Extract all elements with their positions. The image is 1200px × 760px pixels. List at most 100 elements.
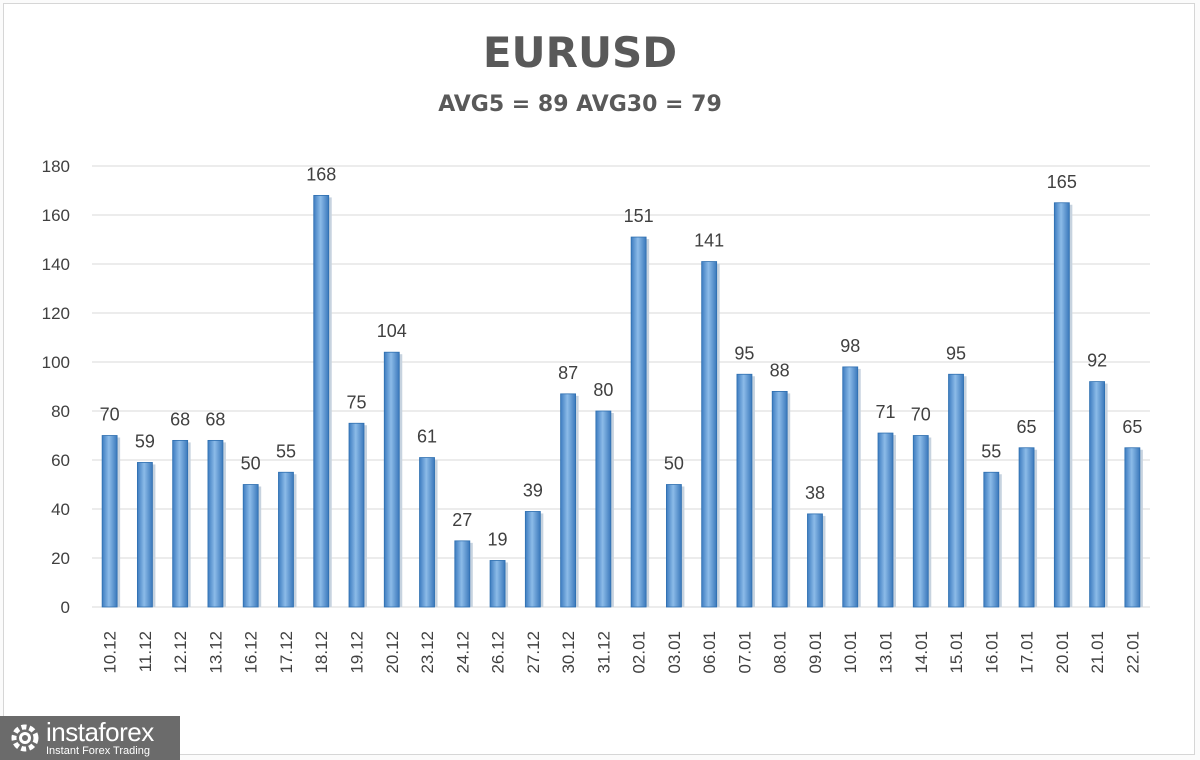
bar-11.12 (136, 462, 153, 608)
x-tick-label: 10.12 (101, 631, 120, 674)
data-label: 27 (452, 510, 472, 530)
data-label: 98 (840, 336, 860, 356)
bar-27.12 (524, 511, 541, 608)
x-tick-label: 30.12 (559, 631, 578, 674)
data-label: 55 (981, 441, 1001, 461)
bar-14.01 (912, 435, 929, 608)
y-tick-label: 20 (51, 549, 70, 568)
bars (101, 194, 1143, 608)
data-label: 59 (135, 431, 155, 451)
x-tick-label: 08.01 (771, 631, 790, 674)
y-tick-label: 40 (51, 500, 70, 519)
y-tick-label: 160 (42, 206, 70, 225)
x-tick-label: 20.01 (1053, 631, 1072, 674)
x-tick-label: 13.01 (877, 631, 896, 674)
data-label: 65 (1017, 417, 1037, 437)
bar-15.01 (948, 373, 964, 608)
x-tick-label: 27.12 (524, 631, 543, 674)
bar-19.12 (348, 422, 365, 608)
x-tick-label: 24.12 (453, 631, 472, 674)
gridlines (92, 165, 1150, 608)
x-tick-label: 09.01 (806, 631, 825, 674)
chart-title: EURUSD (483, 28, 677, 77)
bar-16.01 (983, 471, 1000, 608)
logo-name: instaforex (46, 717, 154, 747)
data-label: 75 (346, 392, 366, 412)
bar-20.12 (383, 351, 400, 608)
x-tick-label: 22.01 (1123, 631, 1142, 674)
x-tick-label: 26.12 (489, 631, 508, 674)
bar-02.01 (630, 236, 647, 608)
y-tick-label: 120 (42, 304, 70, 323)
x-tick-label: 17.12 (277, 631, 296, 674)
bar-10.12 (101, 435, 118, 608)
x-tick-label: 02.01 (630, 631, 649, 674)
data-label: 95 (734, 343, 754, 363)
x-axis: 10.12 11.12 12.12 13.12 16.12 17.12 18.12 19.12… (101, 631, 1143, 674)
data-label: 68 (170, 409, 190, 429)
y-tick-label: 0 (61, 598, 70, 617)
x-tick-label: 15.01 (947, 631, 966, 674)
data-label: 65 (1122, 417, 1142, 437)
data-label: 70 (100, 405, 120, 425)
instaforex-logo: instaforex Instant Forex Trading (0, 716, 180, 760)
bar-20.01 (1053, 202, 1070, 608)
bar-18.12 (313, 194, 330, 608)
data-label: 68 (205, 409, 225, 429)
data-label: 61 (417, 427, 437, 447)
bar-23.12 (419, 457, 435, 608)
y-tick-label: 80 (51, 402, 70, 421)
data-label: 50 (664, 454, 684, 474)
bar-21.01 (1089, 381, 1105, 608)
x-tick-label: 31.12 (594, 631, 613, 674)
bar-13.12 (207, 439, 224, 608)
logo-tagline: Instant Forex Trading (46, 745, 150, 757)
bar-08.01 (771, 390, 788, 608)
data-label: 38 (805, 483, 825, 503)
x-tick-label: 18.12 (312, 631, 331, 674)
bar-16.12 (242, 484, 259, 608)
chart-subtitle: AVG5 = 89 AVG30 = 79 (438, 92, 722, 117)
bar-17.01 (1018, 447, 1035, 608)
data-label: 55 (276, 441, 296, 461)
x-tick-label: 19.12 (348, 631, 367, 674)
bar-30.12 (560, 393, 576, 608)
x-tick-label: 23.12 (418, 631, 437, 674)
x-tick-label: 20.12 (383, 631, 402, 674)
y-tick-label: 180 (42, 157, 70, 176)
x-tick-label: 16.12 (242, 631, 261, 674)
x-tick-label: 16.01 (982, 631, 1001, 674)
x-tick-label: 21.01 (1088, 631, 1107, 674)
bar-10.01 (842, 366, 859, 608)
bar-13.01 (877, 432, 894, 608)
data-label: 19 (488, 529, 508, 549)
chart-frame (3, 3, 1195, 755)
data-labels: 70 59 68 68 50 55 168 75 104 61 27 19 39 87 80 151 50 141… (100, 164, 1143, 549)
y-tick-label: 60 (51, 451, 70, 470)
bar-03.01 (666, 484, 682, 608)
data-label: 88 (770, 360, 790, 380)
data-label: 80 (593, 380, 613, 400)
x-tick-label: 06.01 (700, 631, 719, 674)
bar-07.01 (736, 373, 753, 608)
bar-26.12 (489, 560, 506, 608)
data-label: 95 (946, 343, 966, 363)
data-label: 92 (1087, 351, 1107, 371)
x-tick-label: 12.12 (171, 631, 190, 674)
x-tick-label: 14.01 (912, 631, 931, 674)
x-tick-label: 03.01 (665, 631, 684, 674)
data-label: 70 (911, 405, 931, 425)
data-label: 165 (1047, 172, 1077, 192)
gear-icon (11, 724, 39, 752)
bar-06.01 (701, 261, 718, 608)
y-tick-label: 100 (42, 353, 70, 372)
bar-12.12 (172, 439, 189, 608)
bar-22.01 (1124, 447, 1141, 608)
y-tick-label: 140 (42, 255, 70, 274)
data-label: 104 (377, 321, 407, 341)
x-tick-label: 13.12 (206, 631, 225, 674)
data-label: 39 (523, 480, 543, 500)
bar-09.01 (807, 513, 823, 608)
bar-24.12 (454, 540, 471, 608)
data-label: 87 (558, 363, 578, 383)
